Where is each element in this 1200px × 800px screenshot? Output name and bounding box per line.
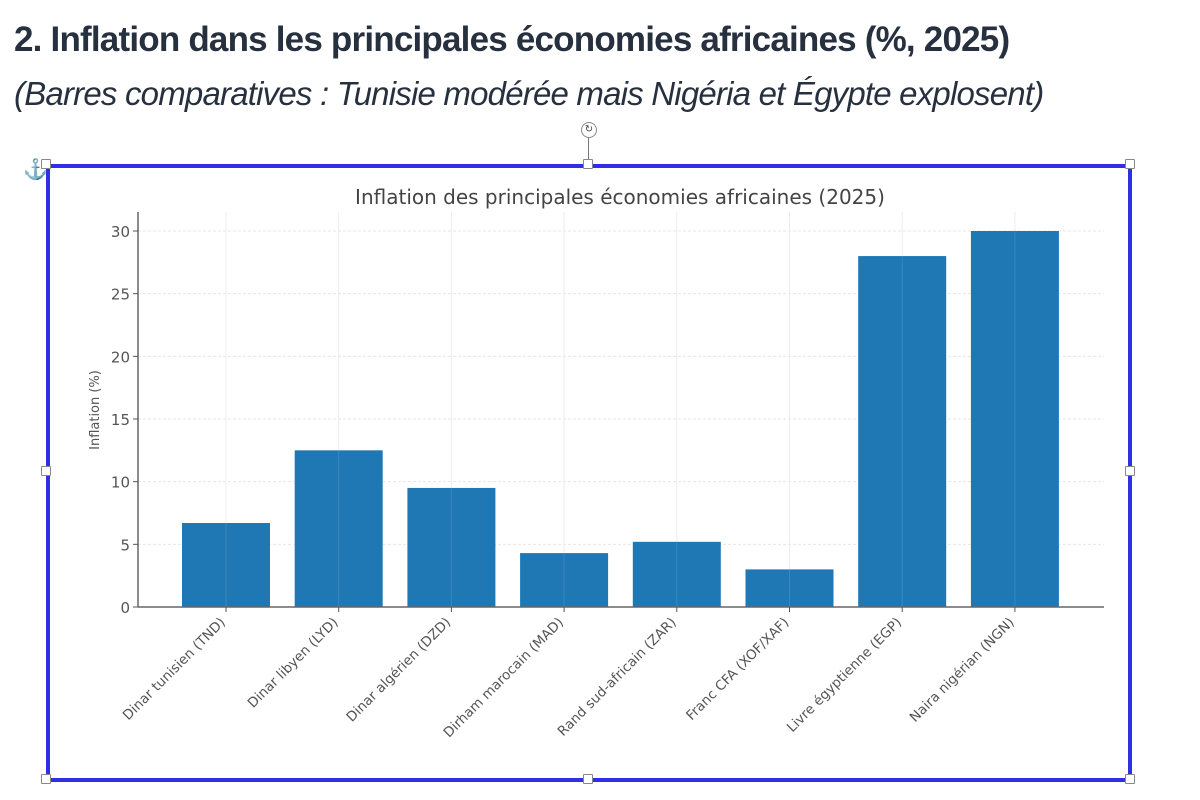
x-tick-label: Livre égyptienne (EGP) xyxy=(784,615,905,736)
bar xyxy=(182,523,270,607)
axis-layer xyxy=(137,212,1104,608)
rotate-handle-icon[interactable]: ↻ xyxy=(581,122,597,138)
x-tick-label: Naira nigérian (NGN) xyxy=(907,615,1018,726)
x-tick-label: Dinar tunisien (TND) xyxy=(120,615,229,724)
x-tick-label: Dirham marocain (MAD) xyxy=(441,615,567,741)
x-tick-label: Rand sud-africain (ZAR) xyxy=(555,615,680,740)
resize-handle-bottom-center[interactable] xyxy=(583,774,593,784)
x-tick-label: Franc CFA (XOF/XAF) xyxy=(683,615,792,724)
x-tick-label: Dinar algérien (DZD) xyxy=(343,615,454,726)
x-tick-label: Dinar libyen (LYD) xyxy=(245,615,342,712)
bar xyxy=(294,450,383,607)
bar xyxy=(745,569,834,607)
y-tick-label: 15 xyxy=(111,411,130,429)
section-subheading: (Barres comparatives : Tunisie modérée m… xyxy=(14,75,1044,112)
bar xyxy=(407,487,496,607)
y-tick-label: 25 xyxy=(111,286,130,304)
grid-layer xyxy=(138,212,1104,608)
resize-handle-top-right[interactable] xyxy=(1125,159,1135,169)
resize-handle-top-left[interactable] xyxy=(41,159,51,169)
bar-layer xyxy=(182,231,1059,607)
resize-handle-middle-right[interactable] xyxy=(1125,466,1135,476)
bar xyxy=(632,541,721,607)
resize-handle-middle-left[interactable] xyxy=(41,466,51,476)
bar xyxy=(970,231,1059,607)
chart-title: Inflation des principales économies afri… xyxy=(355,185,885,209)
resize-handle-bottom-right[interactable] xyxy=(1125,774,1135,784)
section-heading: 2. Inflation dans les principales économ… xyxy=(14,20,1010,59)
rotate-handle-stem xyxy=(588,138,589,160)
bar xyxy=(858,256,947,607)
resize-handle-bottom-left[interactable] xyxy=(41,774,51,784)
y-axis-label: Inflation (%) xyxy=(88,370,103,450)
bar xyxy=(520,553,609,607)
resize-handle-top-center[interactable] xyxy=(583,159,593,169)
y-tick-label: 5 xyxy=(120,536,130,554)
y-tick-label: 10 xyxy=(111,474,130,492)
y-tick-label: 30 xyxy=(111,223,130,241)
y-tick-label: 20 xyxy=(111,348,130,366)
y-tick-label: 0 xyxy=(120,599,130,617)
